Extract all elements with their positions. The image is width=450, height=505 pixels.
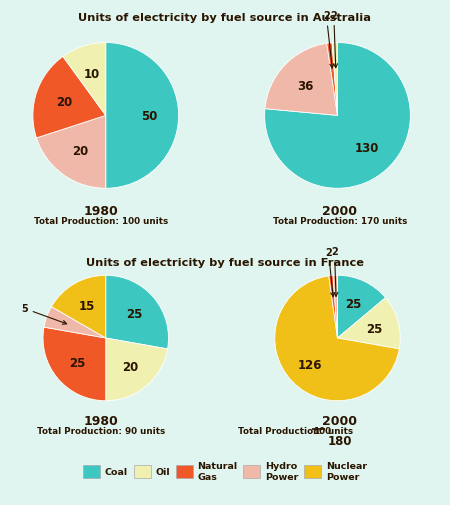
Wedge shape xyxy=(106,276,168,349)
Text: 130: 130 xyxy=(355,142,379,155)
Text: 126: 126 xyxy=(298,358,323,371)
Text: Total Production: 90 units: Total Production: 90 units xyxy=(37,426,166,435)
Wedge shape xyxy=(329,276,338,338)
Wedge shape xyxy=(106,43,179,189)
Wedge shape xyxy=(332,43,338,116)
Wedge shape xyxy=(63,43,106,116)
Text: 5: 5 xyxy=(21,304,67,325)
Text: 15: 15 xyxy=(79,299,95,312)
Wedge shape xyxy=(44,307,106,338)
Text: 25: 25 xyxy=(366,322,382,335)
Wedge shape xyxy=(106,338,167,401)
Text: 2000: 2000 xyxy=(322,205,357,218)
Text: 50: 50 xyxy=(141,110,158,123)
Text: 1980: 1980 xyxy=(84,414,119,427)
Wedge shape xyxy=(265,44,338,116)
Text: 36: 36 xyxy=(297,80,314,92)
Wedge shape xyxy=(338,298,400,349)
Text: 20: 20 xyxy=(56,96,72,109)
Wedge shape xyxy=(327,43,338,116)
Wedge shape xyxy=(36,116,106,189)
Text: Units of electricity by fuel source in France: Units of electricity by fuel source in F… xyxy=(86,258,364,268)
Text: 2: 2 xyxy=(325,247,335,297)
Text: 2000: 2000 xyxy=(322,414,357,427)
Text: Total Production: 170 units: Total Production: 170 units xyxy=(273,216,407,225)
Wedge shape xyxy=(43,327,106,401)
Text: Total Production: 100 units: Total Production: 100 units xyxy=(34,216,168,225)
Text: 2: 2 xyxy=(323,12,334,69)
Text: 1980: 1980 xyxy=(84,205,119,218)
Text: Total Production:: Total Production: xyxy=(238,426,324,435)
Text: 2: 2 xyxy=(331,247,338,297)
Legend: Coal, Oil, Natural
Gas, Hydro
Power, Nuclear
Power: Coal, Oil, Natural Gas, Hydro Power, Nuc… xyxy=(79,458,371,484)
Text: 100: 100 xyxy=(313,426,331,435)
Text: 10: 10 xyxy=(84,68,100,81)
Wedge shape xyxy=(333,276,338,338)
Wedge shape xyxy=(338,276,386,338)
Text: 2: 2 xyxy=(330,11,338,69)
Text: 25: 25 xyxy=(345,298,362,311)
Text: 20: 20 xyxy=(72,145,88,158)
Text: units: units xyxy=(325,426,353,435)
Text: 25: 25 xyxy=(69,356,85,369)
Wedge shape xyxy=(275,276,399,401)
Wedge shape xyxy=(51,276,106,338)
Text: 25: 25 xyxy=(126,308,143,321)
Text: Units of electricity by fuel source in Australia: Units of electricity by fuel source in A… xyxy=(78,13,372,23)
Text: 180: 180 xyxy=(328,434,352,447)
Wedge shape xyxy=(265,43,410,189)
Text: 20: 20 xyxy=(122,361,138,374)
Wedge shape xyxy=(33,58,106,138)
